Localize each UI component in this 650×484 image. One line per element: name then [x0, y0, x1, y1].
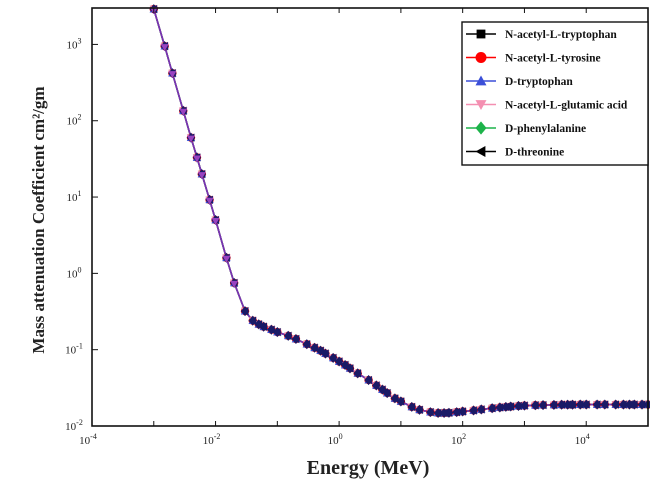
- data-point: [514, 401, 522, 411]
- data-point: [426, 407, 434, 417]
- data-point: [495, 403, 504, 412]
- data-point: [637, 400, 646, 409]
- y-tick-label: 103: [67, 36, 82, 51]
- data-point: [407, 402, 416, 412]
- data-point: [439, 408, 448, 418]
- data-point: [248, 316, 257, 325]
- data-point: [222, 255, 231, 263]
- y-tick-label: 101: [67, 189, 82, 204]
- data-point: [390, 394, 399, 403]
- legend-marker: [475, 100, 487, 110]
- data-point: [316, 346, 324, 355]
- data-point: [240, 306, 249, 316]
- data-point: [197, 172, 206, 180]
- data-point: [433, 408, 442, 418]
- data-point: [506, 402, 515, 411]
- data-point: [487, 404, 496, 413]
- data-point: [600, 400, 609, 409]
- data-point: [160, 44, 169, 52]
- data-point: [452, 407, 461, 417]
- legend-label: D-tryptophan: [505, 76, 573, 88]
- legend-label: N-acetyl-L-glutamic acid: [505, 100, 628, 112]
- data-point: [259, 322, 267, 331]
- data-point: [302, 339, 311, 349]
- data-point: [396, 397, 405, 406]
- data-point: [273, 327, 281, 337]
- legend-label: N-acetyl-L-tyrosine: [505, 53, 601, 65]
- data-point: [328, 353, 337, 363]
- data-point: [415, 405, 423, 415]
- x-tick-label: 10-2: [203, 432, 221, 447]
- data-point: [372, 381, 380, 390]
- data-point: [267, 325, 275, 334]
- legend-label: D-phenylalanine: [505, 123, 586, 135]
- legend-marker: [475, 52, 487, 63]
- data-point: [334, 357, 343, 366]
- data-point: [230, 280, 239, 288]
- data-point: [321, 349, 329, 358]
- data-point: [630, 400, 638, 409]
- y-tick-label: 10-1: [65, 342, 83, 357]
- y-axis-title: Mass attenuation Coefficient cm²/gm: [29, 86, 48, 353]
- data-point: [576, 400, 584, 409]
- data-point: [378, 385, 386, 394]
- plot-frame: [91, 7, 649, 427]
- data-point: [179, 108, 188, 116]
- data-point: [211, 218, 220, 226]
- data-point: [592, 400, 601, 409]
- data-point: [568, 400, 576, 409]
- data-point: [353, 369, 362, 378]
- data-point: [549, 400, 558, 410]
- data-point: [284, 331, 292, 341]
- x-axis-title: Energy (MeV): [307, 457, 430, 479]
- x-tick-label: 100: [328, 432, 343, 447]
- legend-marker: [475, 75, 487, 86]
- legend-label: N-acetyl-L-tryptophan: [505, 29, 617, 41]
- data-point: [364, 375, 372, 385]
- data-point: [557, 400, 565, 409]
- axes: [91, 7, 649, 427]
- legend-marker: [475, 146, 486, 157]
- y-tick-label: 10-2: [65, 418, 83, 433]
- data-point: [310, 343, 318, 352]
- data-point: [205, 197, 214, 205]
- data-point: [619, 400, 627, 409]
- data-point: [538, 400, 547, 410]
- legend-marker: [476, 29, 486, 39]
- data-point: [345, 364, 354, 373]
- data-point: [444, 408, 453, 417]
- y-tick-label: 102: [67, 113, 82, 128]
- legend: N-acetyl-L-tryptophan N-acetyl-L-tyrosine…: [461, 21, 649, 166]
- legend-box: [461, 21, 649, 166]
- data-point: [477, 405, 485, 414]
- x-tick-label: 10-4: [79, 432, 97, 447]
- data-point: [168, 71, 177, 79]
- data-point: [186, 135, 195, 143]
- data-point: [291, 334, 300, 344]
- data-point: [520, 401, 528, 410]
- x-tick-label: 102: [451, 432, 466, 447]
- x-tick-label: 104: [575, 432, 590, 447]
- data-point: [611, 400, 620, 409]
- data-point: [582, 400, 590, 409]
- legend-label: D-threonine: [505, 147, 564, 159]
- data-point: [625, 400, 633, 409]
- data-point: [458, 407, 467, 416]
- data-point: [192, 155, 201, 163]
- data-point: [382, 388, 391, 398]
- data-point: [340, 360, 349, 370]
- data-point: [469, 406, 477, 415]
- y-tick-label: 100: [67, 265, 82, 280]
- data-point: [563, 400, 571, 409]
- legend-marker: [475, 121, 487, 135]
- data-point: [531, 401, 539, 410]
- data-point: [501, 402, 510, 412]
